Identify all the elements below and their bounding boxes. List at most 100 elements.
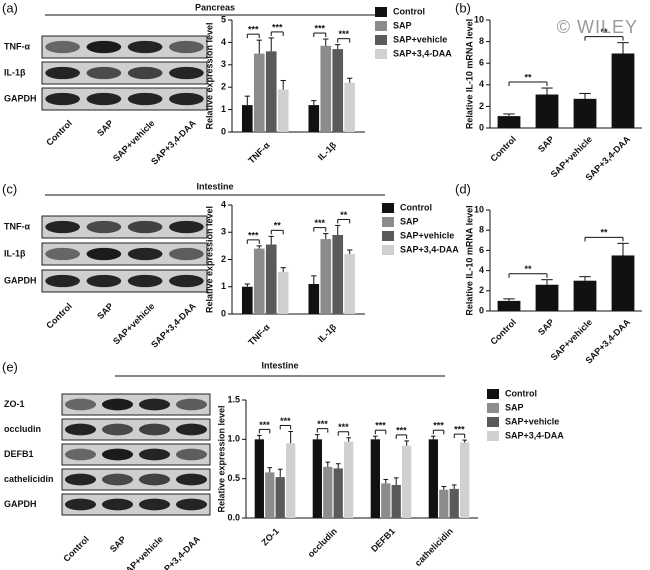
blot-row-label: GAPDH bbox=[4, 93, 37, 103]
bar bbox=[460, 442, 470, 518]
blot-strip bbox=[41, 61, 208, 85]
bar bbox=[391, 484, 401, 518]
blot-row-label: GAPDH bbox=[4, 499, 37, 509]
y-tick-label: 4 bbox=[221, 199, 226, 209]
legend-label: SAP+3,4-DAA bbox=[393, 48, 452, 58]
y-tick-label: 4 bbox=[479, 265, 484, 275]
bar bbox=[402, 445, 412, 518]
bar bbox=[535, 94, 559, 128]
blot-strip bbox=[41, 87, 208, 111]
bar bbox=[286, 443, 296, 518]
bar bbox=[277, 89, 289, 132]
bar bbox=[497, 116, 521, 128]
blot-strip bbox=[61, 468, 211, 491]
blot-lane-label: SAP+vehicle bbox=[111, 118, 156, 163]
sig-label: *** bbox=[375, 421, 386, 431]
y-tick-label: 1.0 bbox=[227, 434, 240, 444]
y-tick-label: 0 bbox=[479, 122, 484, 132]
bar bbox=[344, 254, 356, 314]
y-axis-label: Relative expression level bbox=[204, 22, 214, 129]
bar bbox=[254, 439, 264, 518]
y-tick-label: 1 bbox=[221, 281, 226, 291]
legend-swatch bbox=[375, 7, 387, 17]
legend-swatch bbox=[487, 431, 499, 441]
blot-band bbox=[138, 498, 171, 511]
blot-row-label: TNF-α bbox=[4, 41, 30, 51]
bar bbox=[308, 105, 320, 132]
blot-band bbox=[127, 247, 163, 261]
blot-strip bbox=[41, 35, 208, 59]
y-tick-label: 10 bbox=[474, 204, 484, 214]
blot-band bbox=[86, 247, 122, 261]
bar bbox=[323, 466, 333, 518]
blot-row-label: IL-1β bbox=[4, 248, 26, 258]
y-tick-label: 0.5 bbox=[227, 473, 240, 483]
bar bbox=[333, 468, 343, 518]
panel-label: (b) bbox=[455, 0, 471, 15]
blot-band bbox=[127, 220, 163, 234]
x-tick-label: occludin bbox=[306, 526, 339, 559]
bar bbox=[241, 105, 253, 132]
legend-swatch bbox=[382, 217, 394, 227]
blot-row-label: cathelicidin bbox=[4, 474, 54, 484]
sig-label: *** bbox=[338, 29, 349, 39]
bar bbox=[611, 255, 635, 311]
legend-swatch bbox=[375, 35, 387, 45]
bar bbox=[573, 280, 597, 311]
y-axis-label: Relative expression level bbox=[204, 206, 214, 313]
blot-strip bbox=[41, 242, 208, 266]
bar bbox=[253, 248, 265, 314]
blot-band bbox=[86, 66, 122, 80]
blot-band bbox=[86, 274, 122, 288]
blot-lane-label: Control bbox=[44, 118, 74, 148]
blot-band bbox=[127, 66, 163, 80]
blot-band bbox=[64, 473, 97, 486]
blot-strip bbox=[61, 393, 211, 416]
y-tick-label: 8 bbox=[479, 225, 484, 235]
blot-band bbox=[138, 448, 171, 461]
legend-label: SAP+vehicle bbox=[505, 416, 559, 426]
blot-lane-label: SAP bbox=[95, 301, 115, 321]
bar bbox=[265, 244, 277, 314]
blot-lane-label: Control bbox=[61, 534, 91, 564]
sig-label: *** bbox=[317, 419, 328, 429]
bar bbox=[439, 489, 449, 518]
blot-band bbox=[64, 498, 97, 511]
y-tick-label: 2 bbox=[479, 285, 484, 295]
blot-band bbox=[175, 448, 208, 461]
blot-band bbox=[175, 473, 208, 486]
panel-title: Intestine bbox=[196, 181, 233, 191]
legend-label: Control bbox=[505, 388, 537, 398]
sig-label: ** bbox=[600, 27, 608, 37]
bar bbox=[449, 488, 459, 518]
legend-swatch bbox=[382, 231, 394, 241]
sig-label: ** bbox=[274, 221, 282, 231]
bar bbox=[241, 286, 253, 314]
sig-label: *** bbox=[454, 424, 465, 434]
bar bbox=[265, 51, 277, 132]
legend-swatch bbox=[487, 417, 499, 427]
bar bbox=[497, 300, 521, 311]
blot-band bbox=[169, 220, 204, 234]
y-axis-label: Relative expression level bbox=[216, 405, 226, 512]
sig-label: *** bbox=[248, 25, 259, 35]
blot-lane-label: SAP+3,4-DAA bbox=[149, 301, 198, 350]
sig-label: *** bbox=[259, 420, 270, 430]
legend-label: SAP+3,4-DAA bbox=[400, 244, 459, 254]
legend-label: SAP bbox=[505, 402, 524, 412]
blot-strip bbox=[41, 269, 208, 293]
x-tick-label: DEFB1 bbox=[369, 526, 397, 554]
sig-label: *** bbox=[272, 22, 283, 32]
blot-band bbox=[86, 92, 122, 106]
blot-band bbox=[101, 448, 134, 461]
y-tick-label: 3 bbox=[221, 227, 226, 237]
blot-row-label: IL-1β bbox=[4, 67, 26, 77]
sig-label: *** bbox=[338, 422, 349, 432]
sig-label: ** bbox=[524, 264, 532, 274]
legend-swatch bbox=[382, 203, 394, 213]
bar bbox=[320, 45, 332, 133]
blot-lane-label: SAP+vehicle bbox=[111, 301, 156, 346]
blot-band bbox=[169, 92, 204, 106]
blot-band bbox=[45, 220, 80, 234]
